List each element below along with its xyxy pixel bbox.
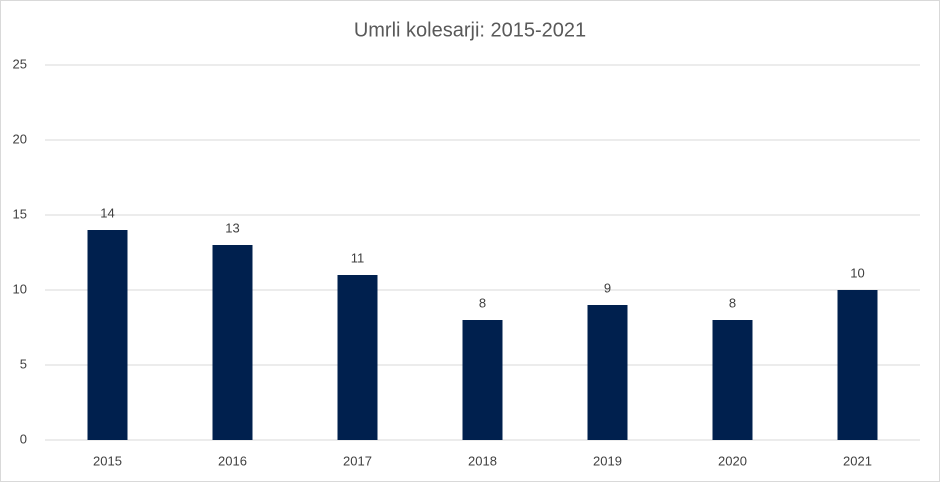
x-tick-label: 2017 bbox=[343, 453, 372, 468]
bar bbox=[712, 320, 753, 440]
x-tick-label: 2020 bbox=[718, 453, 747, 468]
x-tick-label: 2015 bbox=[93, 453, 122, 468]
bar bbox=[337, 275, 378, 440]
y-tick-label: 25 bbox=[13, 56, 27, 71]
x-tick-label: 2019 bbox=[593, 453, 622, 468]
chart-title: Umrli kolesarji: 2015-2021 bbox=[354, 19, 586, 41]
y-tick-label: 15 bbox=[13, 206, 27, 221]
data-label: 10 bbox=[850, 265, 864, 280]
y-tick-label: 5 bbox=[20, 356, 27, 371]
bar bbox=[87, 230, 128, 440]
bar bbox=[837, 290, 878, 440]
data-label: 9 bbox=[604, 280, 611, 295]
x-tick-label: 2021 bbox=[843, 453, 872, 468]
data-label: 11 bbox=[351, 250, 365, 265]
y-tick-label: 20 bbox=[13, 131, 27, 146]
y-tick-label: 0 bbox=[20, 431, 27, 446]
data-label: 14 bbox=[100, 205, 114, 220]
x-tick-label: 2018 bbox=[468, 453, 497, 468]
bar bbox=[212, 245, 253, 440]
data-label: 8 bbox=[479, 295, 486, 310]
bar bbox=[587, 305, 628, 440]
y-tick-label: 10 bbox=[13, 281, 27, 296]
bar bbox=[462, 320, 503, 440]
x-tick-label: 2016 bbox=[218, 453, 247, 468]
data-label: 13 bbox=[225, 220, 239, 235]
data-label: 8 bbox=[729, 295, 736, 310]
